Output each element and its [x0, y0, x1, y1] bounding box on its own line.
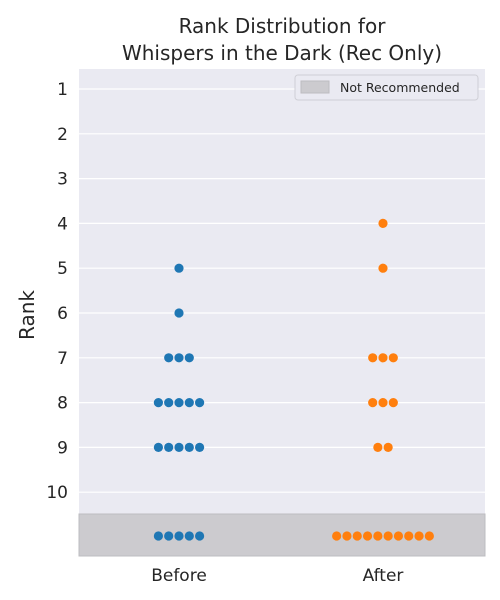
data-point: [332, 531, 342, 541]
y-tick-label: 9: [57, 438, 68, 458]
legend-label-not-recommended: Not Recommended: [340, 80, 460, 95]
data-point: [195, 398, 205, 408]
data-point: [174, 442, 184, 452]
chart-title-line: Whispers in the Dark (Rec Only): [122, 41, 442, 65]
data-point: [195, 531, 205, 541]
y-tick-label: 10: [46, 483, 68, 503]
data-point: [393, 531, 404, 541]
data-point: [174, 263, 184, 273]
legend-box: [294, 74, 479, 101]
y-tick-label: 3: [57, 170, 68, 190]
data-point: [388, 353, 398, 363]
y-axis-label: Rank: [15, 290, 39, 340]
legend-swatch-not-recommended: [300, 80, 330, 94]
data-point: [164, 531, 174, 541]
data-point: [164, 442, 174, 452]
y-tick-label: 7: [57, 349, 68, 369]
data-point: [164, 398, 174, 408]
data-point: [378, 218, 388, 228]
data-point: [378, 353, 388, 363]
data-point: [383, 531, 393, 541]
data-point: [373, 442, 383, 452]
data-point: [153, 531, 163, 541]
data-points: [153, 218, 434, 541]
data-point: [362, 531, 373, 541]
data-point: [184, 398, 194, 408]
data-point: [373, 531, 383, 541]
chart-title-line: Rank Distribution for: [179, 14, 387, 38]
data-point: [195, 442, 205, 452]
data-point: [368, 398, 378, 408]
data-point: [383, 442, 393, 452]
y-tick-label: 6: [57, 304, 68, 324]
data-point: [388, 398, 398, 408]
data-point: [368, 353, 378, 363]
y-tick-label: 8: [57, 394, 68, 414]
data-point: [184, 442, 194, 452]
data-point: [174, 308, 184, 318]
data-point: [404, 531, 414, 541]
data-point: [352, 531, 362, 541]
data-point: [414, 531, 424, 541]
not-recommended-band: [78, 513, 486, 557]
data-point: [174, 398, 184, 408]
y-tick-label: 2: [57, 125, 68, 145]
data-point: [153, 442, 163, 452]
chart-title: Rank Distribution for Whispers in the Dar…: [122, 14, 442, 65]
y-tick-label: 5: [57, 259, 68, 279]
data-point: [378, 398, 388, 408]
x-tick-label: After: [363, 566, 404, 586]
data-point: [164, 353, 174, 363]
x-axis-ticks: Before After: [151, 566, 403, 586]
data-point: [342, 531, 352, 541]
data-point: [424, 531, 434, 541]
y-tick-label: 4: [57, 214, 68, 234]
x-tick-label: Before: [151, 566, 207, 586]
data-point: [184, 353, 194, 363]
data-point: [174, 353, 184, 363]
y-axis-ticks: 1 2 3 4 5 6 7 8 9 10: [46, 80, 68, 503]
grid-lines: [79, 88, 485, 493]
data-point: [153, 398, 163, 408]
data-point: [184, 531, 194, 541]
legend: Not Recommended: [294, 74, 479, 101]
data-point: [174, 531, 184, 541]
y-tick-label: 1: [57, 80, 68, 100]
data-point: [378, 263, 388, 273]
